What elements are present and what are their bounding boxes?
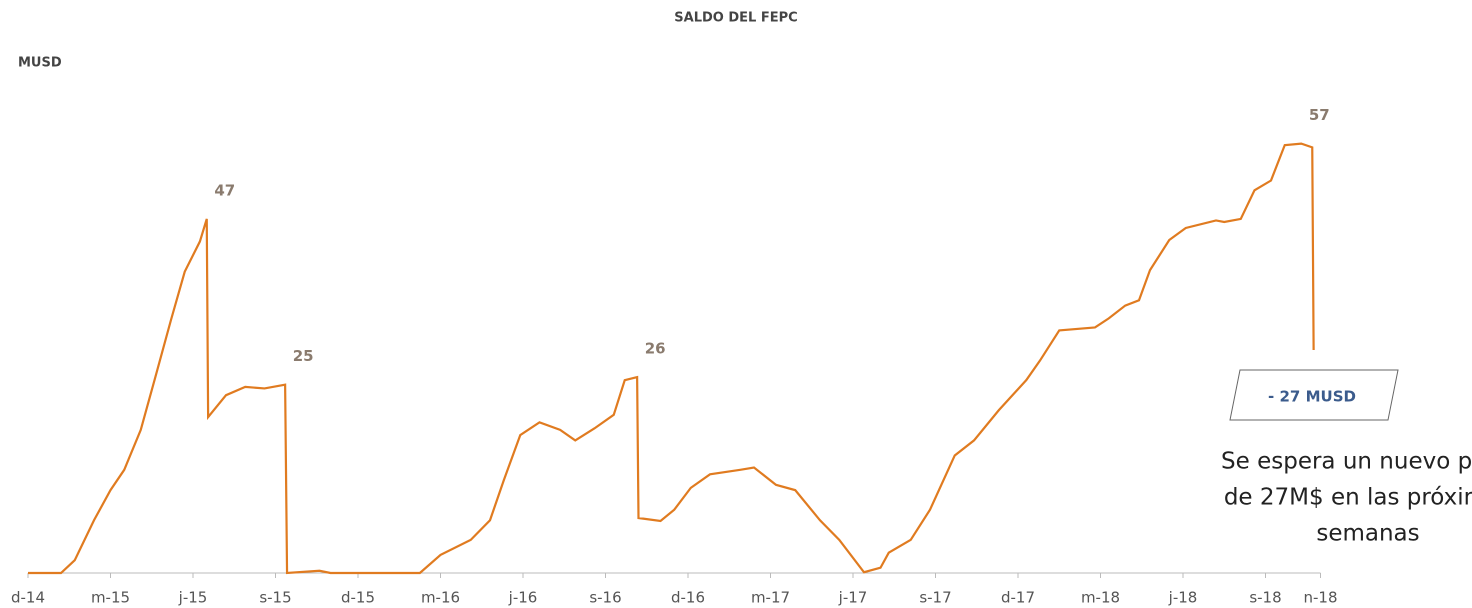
x-tick-label: m-16 <box>421 589 460 607</box>
peak-label: 25 <box>293 347 314 365</box>
x-tick-label: j-15 <box>178 589 208 607</box>
x-tick-label: s-17 <box>919 589 951 607</box>
x-tick-label: j-16 <box>508 589 538 607</box>
x-tick-label: s-15 <box>259 589 291 607</box>
peak-label: 26 <box>645 340 666 358</box>
x-tick-label: d-15 <box>341 589 375 607</box>
x-tick-label: m-15 <box>91 589 130 607</box>
x-tick-label: d-17 <box>1001 589 1035 607</box>
note-line: Se espera un nuevo pago <box>1221 449 1472 475</box>
callout-box <box>1229 369 1399 421</box>
peak-label: 47 <box>214 181 235 199</box>
x-tick-label: j-17 <box>838 589 868 607</box>
note-line: de 27M$ en las próximas <box>1224 485 1472 511</box>
x-tick-label: n-18 <box>1303 589 1337 607</box>
x-tick-label: j-18 <box>1168 589 1198 607</box>
x-tick-label: d-16 <box>671 589 705 607</box>
chart-title: SALDO DEL FEPC <box>674 11 797 26</box>
peak-label: 57 <box>1309 106 1330 124</box>
callout-text: - 27 MUSD <box>1268 388 1356 406</box>
x-tick-label: d-14 <box>11 589 45 607</box>
data-line <box>28 142 1315 575</box>
x-tick-label: s-16 <box>589 589 621 607</box>
note-line: semanas <box>1316 521 1419 547</box>
x-tick-label: m-17 <box>751 589 790 607</box>
y-axis-label: MUSD <box>18 56 62 71</box>
x-tick-label: s-18 <box>1249 589 1281 607</box>
x-tick-label: m-18 <box>1081 589 1120 607</box>
